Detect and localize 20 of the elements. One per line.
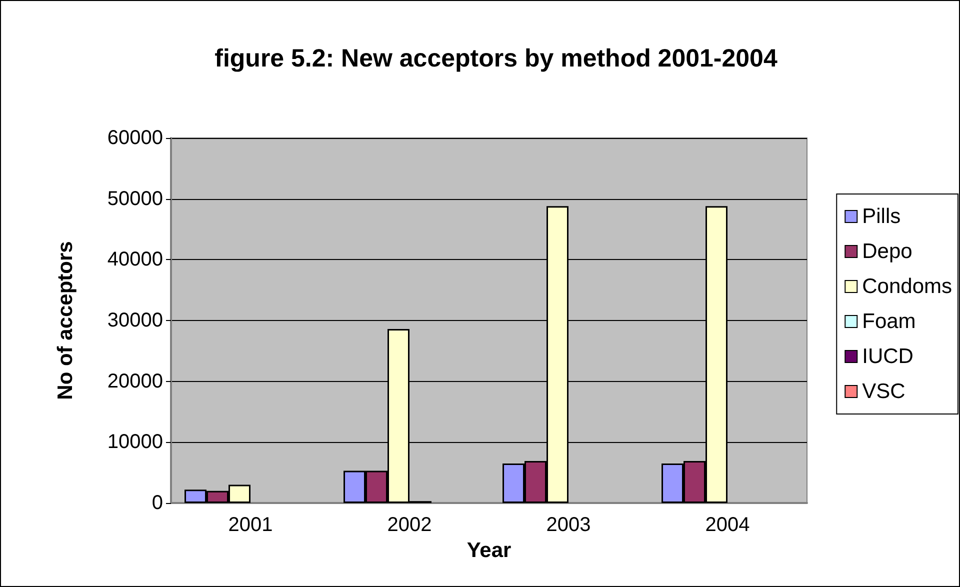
legend-label: Foam [862,310,916,333]
y-tick-label: 0 [152,492,163,514]
x-tick-label: 2003 [546,514,591,536]
y-tick-label: 50000 [107,188,163,210]
x-tick-label: 2002 [387,514,432,536]
y-axis-title: No of acceptors [54,241,77,400]
y-tick-label: 30000 [107,310,163,332]
x-tick-label: 2001 [228,514,273,536]
x-tick-label: 2004 [705,514,750,536]
legend-label: VSC [862,380,906,403]
y-tick-label: 40000 [107,248,163,271]
legend-label: Condoms [862,275,952,298]
legend-label: IUCD [862,345,914,368]
chart-title: figure 5.2: New acceptors by method 2001-2004 [214,44,778,72]
y-tick-label: 20000 [107,370,163,392]
legend-label: Pills [862,205,901,228]
y-tick-label: 10000 [107,431,163,454]
x-axis-title: Year [466,538,512,562]
legend-label: Depo [862,240,912,263]
y-tick-label: 60000 [107,127,163,149]
